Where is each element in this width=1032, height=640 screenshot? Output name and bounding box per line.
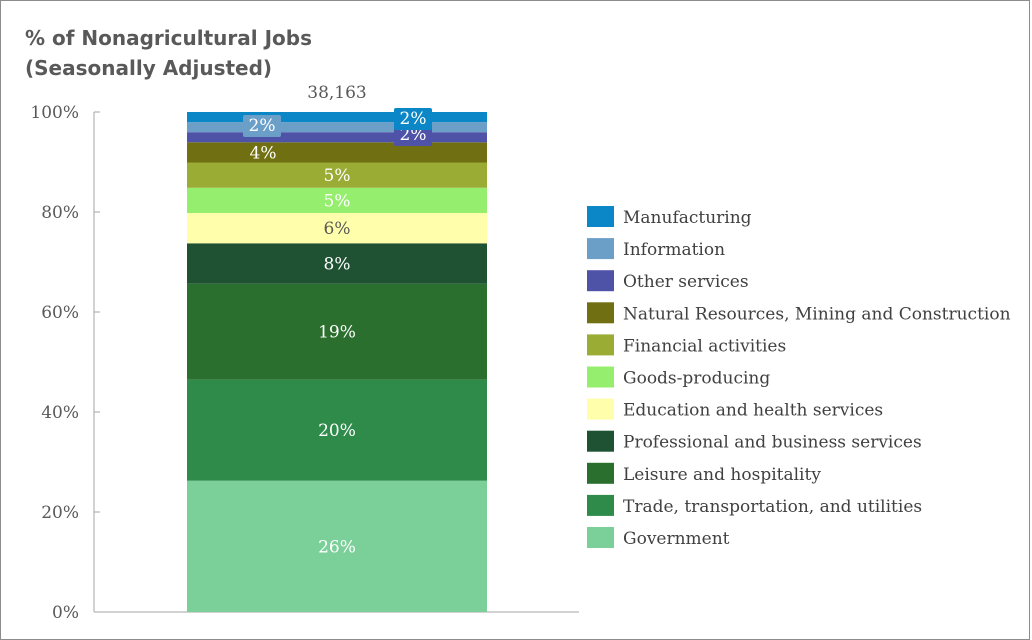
legend-label-financial-activities: Financial activities <box>623 336 786 356</box>
data-label-leisure-and-hospitality: 19% <box>318 323 356 343</box>
legend-label-goods-producing: Goods-producing <box>623 369 770 389</box>
segment-labels: 26%20%19%8%6%5%5%4%2%2% 2%38,163 <box>243 83 432 557</box>
data-label-trade-transportation-and-utilities: 20% <box>318 421 356 441</box>
data-label-badge <box>394 108 432 130</box>
chart-title: % of Nonagricultural Jobs (Seasonally Ad… <box>25 26 312 80</box>
data-label-education-and-health-services: 6% <box>324 219 351 239</box>
legend-swatch-leisure-and-hospitality <box>587 462 614 484</box>
bar-segment-information <box>187 122 487 133</box>
y-tick-label: 0% <box>52 603 79 623</box>
data-label-badge <box>243 115 281 137</box>
data-label-information: 2% <box>249 116 276 136</box>
data-label-goods-producing: 5% <box>324 191 351 211</box>
legend: Manufacturing Information Other services Na… <box>587 206 1011 549</box>
legend-label-trade-transportation-and-utilities: Trade, transportation, and utilities <box>623 497 922 517</box>
legend-swatch-professional-and-business-services <box>587 430 614 452</box>
legend-label-information: Information <box>623 240 725 260</box>
bar-segment-government <box>187 480 487 612</box>
legend-swatch-other-services <box>587 270 614 292</box>
legend-label-natural-resources-mining-and-construction: Natural Resources, Mining and Constructi… <box>623 304 1011 324</box>
legend-swatch-goods-producing <box>587 366 614 388</box>
legend-swatch-manufacturing <box>587 206 614 227</box>
y-axis: 0% 20% 40% 60% 80% 100% <box>30 103 579 623</box>
bar-segment-trade-transportation-and-utilities <box>187 379 487 481</box>
bar-segment-leisure-and-hospitality <box>187 283 487 380</box>
legend-swatch-government <box>587 527 614 548</box>
legend-swatch-natural-resources-mining-and-construction <box>587 302 614 324</box>
legend-label-education-and-health-services: Education and health services <box>623 401 883 421</box>
legend-swatch-information <box>587 238 614 260</box>
legend-label-leisure-and-hospitality: Leisure and hospitality <box>623 465 821 485</box>
y-tick-label: 60% <box>41 303 79 323</box>
bar-segment-manufacturing <box>187 112 487 123</box>
data-label-manufacturing: 2% <box>400 109 427 129</box>
bar-segment-natural-resources-mining-and-construction <box>187 142 487 163</box>
y-tick-label: 100% <box>30 103 79 123</box>
total-label: 38,163 <box>307 83 366 103</box>
y-tick-label: 80% <box>41 203 79 223</box>
legend-swatch-education-and-health-services <box>587 398 614 420</box>
data-label-financial-activities: 5% <box>324 166 351 186</box>
legend-label-government: Government <box>623 529 730 549</box>
y-tick-label: 20% <box>41 503 79 523</box>
bar-segment-financial-activities <box>187 162 487 188</box>
legend-label-manufacturing: Manufacturing <box>623 208 752 228</box>
bar-segment-professional-and-business-services <box>187 243 487 284</box>
legend-swatch-trade-transportation-and-utilities <box>587 494 614 516</box>
legend-label-other-services: Other services <box>623 272 749 292</box>
bar-segment-goods-producing <box>187 187 487 214</box>
y-tick-label: 40% <box>41 403 79 423</box>
bar-segments <box>187 112 487 612</box>
bar-segment-other-services <box>187 132 487 143</box>
data-label-professional-and-business-services: 8% <box>324 255 351 275</box>
legend-swatch-financial-activities <box>587 334 614 356</box>
data-label-natural-resources-mining-and-construction: 4% <box>250 143 277 163</box>
bar-segment-education-and-health-services <box>187 213 487 244</box>
legend-label-professional-and-business-services: Professional and business services <box>623 433 922 453</box>
data-label-government: 26% <box>318 537 356 557</box>
